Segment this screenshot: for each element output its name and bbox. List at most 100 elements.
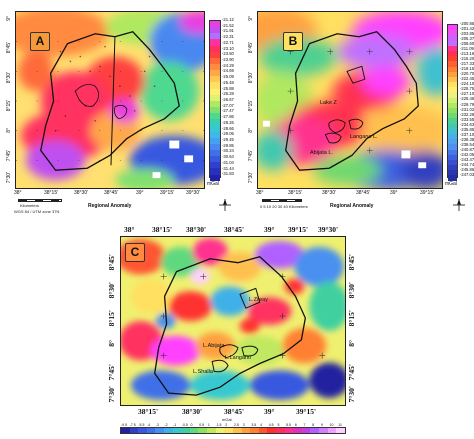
- panel-b-x-tick: 39°: [390, 190, 398, 196]
- colorbar-swatch: [210, 45, 220, 52]
- colorbar-value: -25.09: [222, 74, 234, 80]
- panel-a-caption: Regional Anomaly: [88, 203, 132, 209]
- colorbar-swatch: [121, 428, 130, 433]
- colorbar-swatch: [448, 149, 457, 155]
- colorbar-swatch: [448, 165, 457, 171]
- panel-b-scale-text: 0 5 10 20 30 40 Kilometers: [260, 204, 308, 209]
- colorbar-swatch: [250, 428, 259, 433]
- colorbar-value: 7: [303, 423, 306, 427]
- colorbar-swatch: [448, 102, 457, 108]
- panel-c-y-tick-left: 8°15': [107, 310, 116, 327]
- colorbar-value: -201.42: [460, 26, 474, 32]
- colorbar-swatch: [138, 428, 147, 433]
- north-arrow-icon: [219, 199, 231, 211]
- colorbar-swatch: [181, 428, 190, 433]
- colorbar-swatch: [224, 428, 233, 433]
- colorbar-swatch: [210, 168, 220, 175]
- panel-a-x-tick: 38°30': [74, 190, 89, 196]
- panel-b-anomaly-map: [258, 12, 442, 188]
- panel-a-y-tick: 9°: [6, 16, 12, 21]
- panel-c-lake-label: L.Ziway: [249, 297, 268, 303]
- colorbar-value: -27.07: [222, 102, 234, 108]
- colorbar-value: -7.5: [129, 423, 136, 427]
- colorbar-swatch: [448, 25, 457, 31]
- colorbar-swatch: [336, 428, 345, 433]
- colorbar-swatch: [448, 40, 457, 46]
- panel-a-y-tick: 7°45': [6, 150, 12, 162]
- panel-c-label: C: [125, 243, 145, 262]
- colorbar-swatch: [319, 428, 328, 433]
- colorbar-swatch: [448, 30, 457, 36]
- colorbar-swatch: [210, 94, 220, 101]
- colorbar-swatch: [448, 118, 457, 124]
- colorbar-value: -244.74: [460, 161, 474, 167]
- colorbar-swatch: [448, 123, 457, 129]
- panel-a-y-tick: 8°15': [6, 100, 12, 112]
- panel-c-y-tick-right: 8°: [347, 340, 356, 347]
- colorbar-value: 11: [338, 423, 342, 427]
- panel-b-y-tick: 7°30': [248, 172, 254, 184]
- panel-a-label: A: [30, 32, 50, 51]
- colorbar-swatch: [210, 106, 220, 114]
- colorbar-value: -24.69: [222, 68, 234, 74]
- colorbar-value: -31.44: [222, 165, 234, 171]
- panel-c-y-tick-left: 8°30': [107, 282, 116, 299]
- colorbar-value: -217.33: [460, 61, 474, 67]
- panel-c-x-tick-bottom: 38°15': [138, 407, 159, 416]
- colorbar-value: -31.04: [222, 159, 234, 165]
- panel-c-x-tick-top: 38°15': [152, 225, 173, 234]
- panel-b-y-tick: 8°15': [248, 100, 254, 112]
- colorbar-value: -233.55: [460, 116, 474, 122]
- colorbar-value: -247.03: [460, 171, 474, 177]
- colorbar-swatch: [210, 131, 220, 138]
- colorbar-swatch: [210, 27, 220, 34]
- colorbar-swatch: [267, 428, 276, 433]
- colorbar-swatch: [164, 428, 173, 433]
- colorbar-swatch: [448, 71, 457, 77]
- colorbar-value: 4: [260, 423, 263, 427]
- panel-b-x-tick: 38°45': [356, 190, 371, 196]
- colorbar-swatch: [448, 97, 457, 103]
- colorbar-value: -235.85: [460, 126, 474, 132]
- colorbar-swatch: [448, 56, 457, 62]
- colorbar-value: 3: [242, 423, 245, 427]
- panel-b-map: B Lake Z Langano L. Abijata L.: [257, 11, 443, 189]
- panel-b-x-tick: 38°: [256, 190, 264, 196]
- colorbar-swatch: [241, 428, 251, 433]
- panel-b-y-tick: 8°: [248, 128, 254, 133]
- panel-c-x-tick-bottom: 38°30': [182, 407, 203, 416]
- colorbar-value: 5: [277, 423, 280, 427]
- colorbar-value: -227.10: [460, 91, 474, 97]
- colorbar-swatch: [448, 45, 457, 51]
- panel-c-map: C L.Ziway L.Abijata L.Langano L.Shalla: [120, 236, 346, 406]
- colorbar-value: -203.85: [460, 31, 474, 37]
- colorbar-value: -23.10: [222, 45, 234, 51]
- colorbar-swatch: [448, 175, 457, 181]
- colorbar-value: -232.28: [460, 111, 474, 117]
- colorbar-swatch: [448, 159, 457, 166]
- panel-c-x-tick-bottom: 39°: [264, 407, 275, 416]
- panel-c-colorbar: [120, 427, 346, 434]
- colorbar-value: 3.5: [251, 423, 257, 427]
- colorbar-value: -21.12: [222, 17, 234, 22]
- colorbar-swatch: [232, 428, 242, 433]
- colorbar-value: 1.5: [216, 423, 222, 427]
- panel-c-lake-label: L.Shalla: [193, 369, 213, 375]
- colorbar-value: 0: [190, 423, 193, 427]
- colorbar-swatch: [448, 154, 457, 160]
- colorbar-value: -5.5: [138, 423, 145, 427]
- panel-c-y-tick-left: 7°45': [107, 364, 116, 381]
- panel-c-y-tick-left: 8°45': [107, 254, 116, 271]
- colorbar-value: -4: [147, 423, 151, 427]
- colorbar-swatch: [210, 82, 220, 89]
- panel-c-x-tick-top: 39°30': [318, 225, 339, 234]
- panel-c-lake-label: L.Abijata: [203, 343, 225, 349]
- colorbar-swatch: [210, 137, 220, 144]
- panel-a-map: A: [15, 11, 205, 189]
- colorbar-value: -211.09: [460, 46, 474, 52]
- colorbar-swatch: [210, 149, 220, 157]
- panel-b-x-tick: 38°15': [288, 190, 303, 196]
- colorbar-value: 4.5: [268, 423, 274, 427]
- colorbar-swatch: [448, 66, 457, 72]
- colorbar-swatch: [146, 428, 156, 433]
